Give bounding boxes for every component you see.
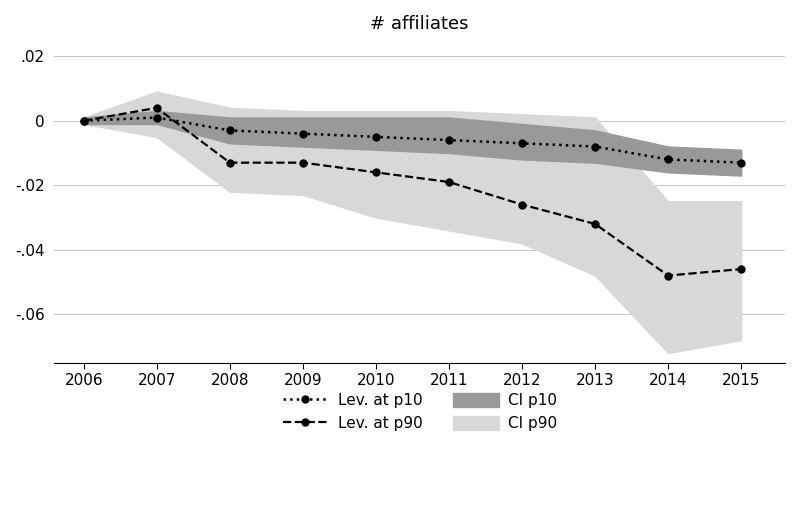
Legend: Lev. at p10, Lev. at p90, CI p10, CI p90: Lev. at p10, Lev. at p90, CI p10, CI p90 xyxy=(275,386,565,439)
Title: # affiliates: # affiliates xyxy=(370,15,469,33)
